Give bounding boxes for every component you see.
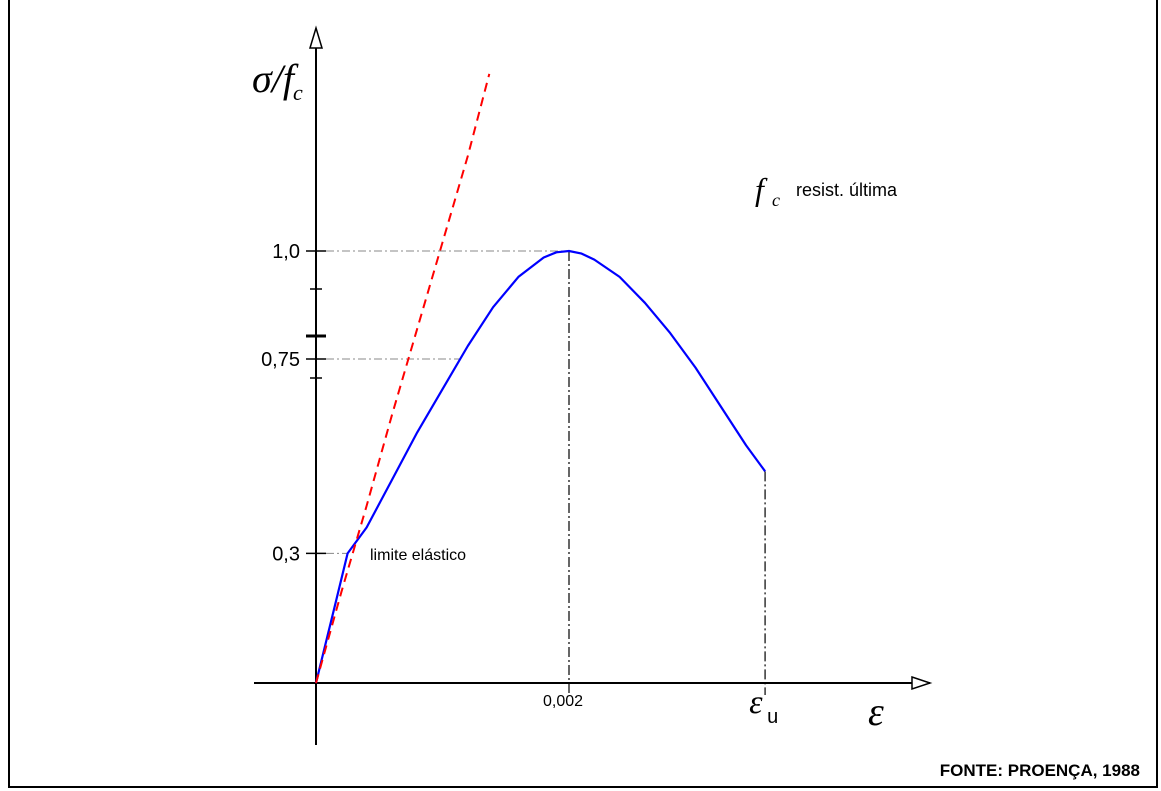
y-tick-label: 0,75 — [261, 349, 300, 371]
series-linear-elastic — [315, 73, 491, 684]
y-axis-label: σ/f — [252, 56, 299, 101]
guide-lines — [326, 250, 766, 695]
x-axis-label: ε — [868, 689, 884, 734]
series-stress-strain — [314, 249, 766, 684]
y-axis-arrow — [308, 25, 324, 49]
y-ticks: 1,0 0,75 0,3 — [261, 241, 326, 565]
x-tick-label: 0,002 — [543, 693, 583, 710]
y-axis-label-sub: c — [293, 80, 303, 105]
fc-note-symbol: f — [755, 171, 768, 207]
x-axis-arrow — [911, 675, 933, 691]
source-credit: FONTE: PROENÇA, 1988 — [940, 761, 1140, 780]
fc-note-text: resist. última — [796, 180, 898, 200]
x-tick-label-eu: ε — [749, 684, 763, 721]
y-tick-label: 0,3 — [272, 543, 300, 565]
series-group — [314, 73, 766, 684]
y-tick-label: 1,0 — [272, 241, 300, 263]
elastic-limit-label: limite elástico — [370, 547, 466, 564]
figure-frame — [8, 0, 1158, 788]
x-ticks: 0,002 ε u — [543, 684, 778, 728]
fc-note-sub: c — [772, 190, 780, 210]
x-tick-label-eu-sub: u — [767, 706, 778, 728]
